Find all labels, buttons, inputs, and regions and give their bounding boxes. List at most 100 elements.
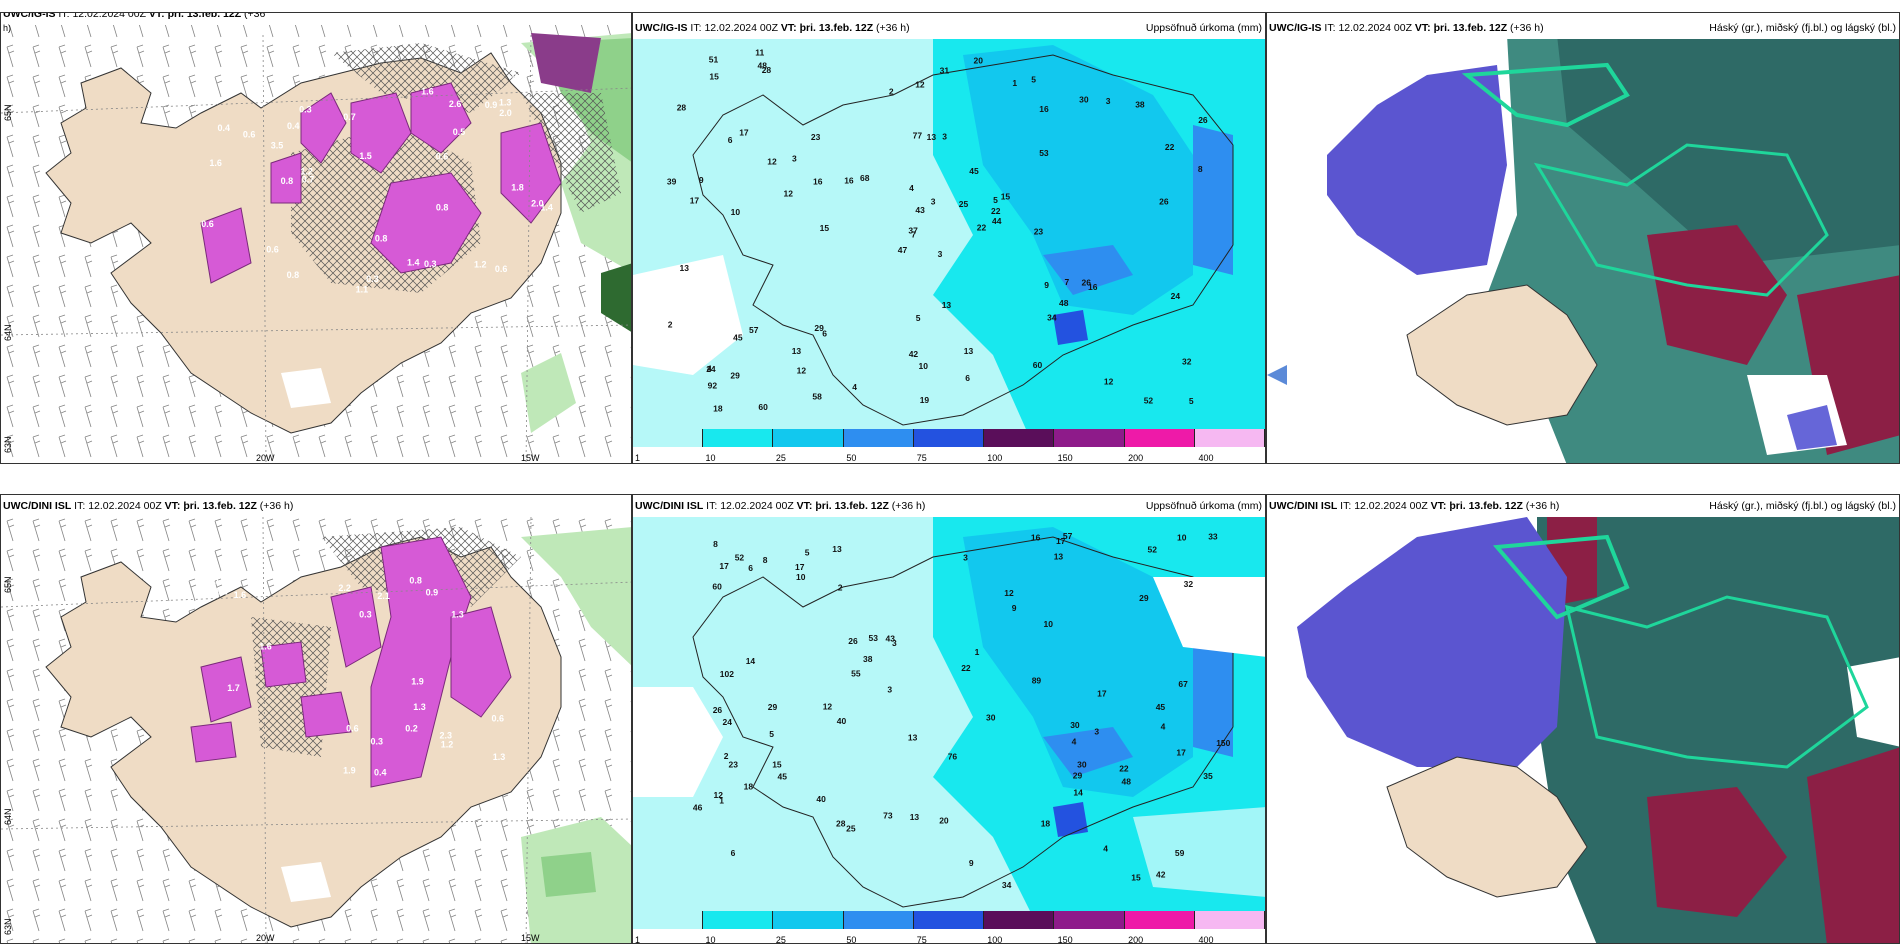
map-value-label: 0.6 bbox=[266, 245, 279, 255]
map-value-label: 10 bbox=[919, 361, 929, 371]
vt-value: þri. 13.feb. 12Z bbox=[1433, 22, 1508, 34]
map-value-label: 20 bbox=[939, 815, 949, 825]
panel-title: Uppsöfnuð úrkoma (mm) bbox=[1145, 500, 1262, 512]
map-value-label: 13 bbox=[927, 132, 937, 142]
map-value-label: 3 bbox=[963, 553, 968, 563]
it-value: 12.02.2024 00Z bbox=[1354, 500, 1428, 512]
colorbar-label: 25 bbox=[775, 935, 786, 944]
map-value-label: 13 bbox=[964, 346, 974, 356]
panel-title: Háský (gr.), miðský (fj.bl.) og lágský (… bbox=[1709, 500, 1896, 512]
model-name: UWC/IG-IS bbox=[3, 12, 56, 20]
colorbar-segment bbox=[984, 911, 1055, 929]
map-value-label: 39 bbox=[667, 177, 677, 187]
map-value-label: 0.8 bbox=[375, 234, 388, 244]
lon-label-15w: 15W bbox=[521, 453, 540, 463]
map-value-label: 23 bbox=[811, 132, 821, 142]
map-value-label: 52 bbox=[735, 552, 745, 562]
lead-time: (+36 h) bbox=[1525, 500, 1560, 512]
map-value-label: 0.3 bbox=[371, 737, 384, 747]
map-value-label: 17 bbox=[739, 128, 749, 138]
map-value-label: 24 bbox=[723, 717, 733, 727]
map-value-label: 15 bbox=[772, 759, 782, 769]
panel-title: Uppsöfnuð úrkoma (mm) bbox=[1145, 22, 1262, 34]
map-value-label: 10 bbox=[731, 207, 741, 217]
colorbar-label: 400 bbox=[1198, 453, 1214, 463]
map-value-label: 13 bbox=[910, 812, 920, 822]
map-value-label: 29 bbox=[1073, 771, 1083, 781]
colorbar-label: 50 bbox=[846, 935, 857, 944]
map-value-label: 17 bbox=[795, 562, 805, 572]
model-name: UWC/DINI ISL bbox=[3, 500, 72, 512]
map-value-label: 3 bbox=[1106, 96, 1111, 106]
map-value-label: 28 bbox=[677, 103, 687, 113]
map-value-label: 12 bbox=[767, 157, 777, 167]
precip-colorbar-labels: 1 10 25 50 75 100 150 200 400 bbox=[633, 935, 1265, 944]
map-value-label: 1.3 bbox=[451, 610, 464, 620]
map-value-label: 52 bbox=[1144, 396, 1154, 406]
panel-header: UWC/DINI ISL IT: 12.02.2024 00Z VT: þri.… bbox=[1267, 495, 1899, 517]
map-value-label: 59 bbox=[1175, 848, 1185, 858]
lat-label-63: 63N bbox=[3, 436, 13, 453]
map-value-label: 32 bbox=[1184, 579, 1194, 589]
map-value-label: 6 bbox=[728, 135, 733, 145]
cloud-map bbox=[1267, 35, 1899, 463]
panel-header: UWC/DINI ISL IT: 12.02.2024 00Z VT: þri.… bbox=[633, 495, 1265, 517]
precip-labels: 4465341132634602617597367763043453352551… bbox=[693, 531, 1231, 890]
it-label: IT: bbox=[1324, 22, 1336, 34]
it-label: IT: bbox=[74, 500, 86, 512]
it-value: 12.02.2024 00Z bbox=[72, 12, 146, 20]
map-value-label: 0.3 bbox=[359, 610, 372, 620]
map-value-label: 14 bbox=[1073, 788, 1083, 798]
map-value-label: 51 bbox=[709, 55, 719, 65]
colorbar-segment bbox=[1054, 911, 1125, 929]
panel-header: UWC/IG-IS IT: 12.02.2024 00Z VT: þri. 13… bbox=[1, 12, 631, 25]
lon-label-20w: 20W bbox=[256, 933, 275, 943]
map-value-label: 1.6 bbox=[421, 87, 434, 97]
colorbar-label: 50 bbox=[846, 453, 857, 463]
map-value-label: 3 bbox=[792, 154, 797, 164]
map-value-label: 5 bbox=[916, 313, 921, 323]
map-value-label: 60 bbox=[712, 582, 722, 592]
map-value-label: 1.9 bbox=[411, 677, 424, 687]
map-value-label: 19 bbox=[920, 395, 930, 405]
map-value-label: 29 bbox=[730, 371, 740, 381]
map-value-label: 1.3 bbox=[413, 702, 426, 712]
map-value-label: 29 bbox=[814, 323, 824, 333]
map-value-label: 22 bbox=[1165, 142, 1175, 152]
map-value-label: 1.4 bbox=[407, 258, 420, 268]
map-value-label: 2.2 bbox=[338, 583, 351, 593]
map-value-label: 92 bbox=[708, 380, 718, 390]
map-value-label: 0.2 bbox=[405, 724, 418, 734]
map-value-label: 16 bbox=[1039, 104, 1049, 114]
map-value-label: 12 bbox=[714, 790, 724, 800]
precip-map: 4465341132634602617597367763043453352551… bbox=[633, 517, 1265, 917]
map-value-label: 55 bbox=[851, 668, 861, 678]
map-value-label: 2 bbox=[724, 751, 729, 761]
map-value-label: 60 bbox=[1033, 360, 1043, 370]
map-value-label: 0.5 bbox=[453, 127, 466, 137]
map-value-label: 0.6 bbox=[495, 264, 508, 274]
map-value-label: 1 bbox=[1012, 78, 1017, 88]
map-value-label: 26 bbox=[848, 636, 858, 646]
map-value-label: 28 bbox=[762, 65, 772, 75]
colorbar-label: 10 bbox=[705, 935, 716, 944]
panel-title: Háský (gr.), miðský (fj.bl.) og lágský (… bbox=[1709, 22, 1896, 34]
colorbar-segment bbox=[843, 911, 914, 929]
map-value-label: 33 bbox=[1208, 532, 1218, 542]
map-value-label: 0.6 bbox=[201, 219, 214, 229]
snow-depth-areas bbox=[200, 82, 562, 284]
precip-map-panel-top: UWC/IG-IS IT: 12.02.2024 00Z VT: þri. 13… bbox=[632, 12, 1266, 464]
map-value-label: 3 bbox=[1094, 727, 1099, 737]
map-value-label: 26 bbox=[1159, 197, 1169, 207]
map-value-label: 26 bbox=[1198, 115, 1208, 125]
map-value-label: 34 bbox=[1047, 312, 1057, 322]
lat-label-65: 65N bbox=[3, 576, 13, 593]
model-name: UWC/IG-IS bbox=[635, 22, 688, 34]
precip-map: 3674565316222851026475360774557689212131… bbox=[633, 35, 1265, 445]
map-value-label: 2.0 bbox=[499, 108, 512, 118]
map-value-label: 4 bbox=[1103, 844, 1108, 854]
map-value-label: 12 bbox=[797, 365, 807, 375]
map-value-label: 1.2 bbox=[300, 167, 313, 177]
map-value-label: 1.6 bbox=[259, 641, 272, 651]
model-name: UWC/DINI ISL bbox=[1269, 500, 1338, 512]
